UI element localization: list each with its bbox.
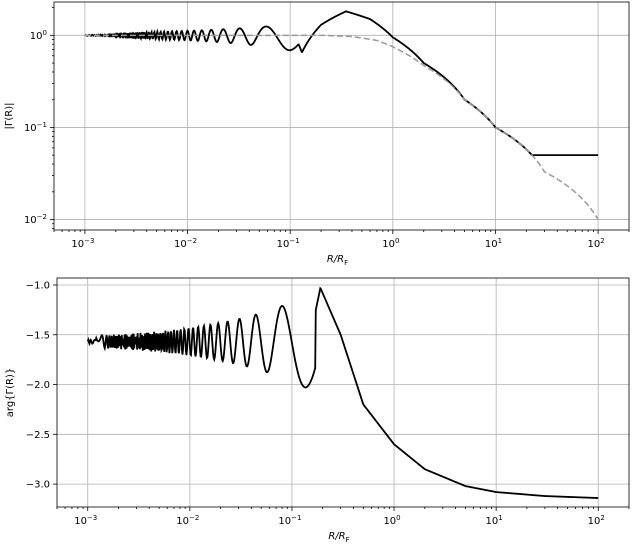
- phase-panel: 10−3 10−2 10−1 100 101 102−1.0−1.5−2.0−2.5−3.…: [5, 277, 630, 544]
- y-tick-label: −3.0: [26, 480, 50, 491]
- y-tick-label: −1.5: [26, 330, 50, 341]
- x-tick-label-exp: −3: [84, 237, 94, 245]
- x-tick-label: 100: [382, 237, 399, 250]
- axes-frame: [56, 277, 630, 508]
- x-tick-label-exp: −2: [189, 514, 199, 522]
- x-tick-label-exp: 0: [395, 237, 399, 245]
- x-axis-label-sub: F: [344, 259, 348, 267]
- x-axis-label-main: R/R: [327, 254, 344, 265]
- x-tick-label-exp: −1: [291, 514, 301, 522]
- x-tick-label-base: 10: [383, 516, 396, 527]
- y-axis-label: arg{Γ(R)}: [5, 368, 16, 417]
- x-tick-label-exp: 1: [498, 237, 502, 245]
- x-tick-label: 101: [485, 237, 502, 250]
- x-tick-label-exp: 0: [396, 514, 400, 522]
- x-tick-label-exp: 2: [600, 514, 604, 522]
- y-tick-label-base: 10: [30, 31, 43, 42]
- x-tick-label-exp: −1: [289, 237, 299, 245]
- x-tick-label: 10−3: [74, 514, 97, 527]
- x-tick-label: 102: [588, 514, 605, 527]
- y-tick-label-base: 10: [24, 215, 37, 226]
- y-tick-label: −1.0: [26, 280, 50, 291]
- y-tick-label: 10−2: [24, 213, 47, 226]
- x-axis-label: R/RF: [327, 254, 348, 267]
- x-tick-label-base: 10: [71, 239, 84, 250]
- y-tick-label-exp: −1: [37, 121, 47, 129]
- x-axis-label-sub: F: [346, 536, 350, 544]
- y-tick-label: 10−1: [24, 121, 47, 134]
- magnitude-panel: 10−3 10−2 10−1 100 101 10210010−110−2R/RF|Γ(R…: [4, 1, 630, 267]
- x-tick-label: 101: [486, 514, 503, 527]
- x-tick-label-exp: −2: [187, 237, 197, 245]
- x-tick-label: 102: [588, 237, 605, 250]
- y-tick-label: 100: [30, 29, 47, 42]
- y-tick-label-exp: −2: [37, 213, 47, 221]
- x-tick-label-base: 10: [588, 239, 601, 250]
- y-tick-label-base: 10: [24, 123, 37, 134]
- x-tick-label-base: 10: [486, 516, 499, 527]
- dashed-series-line: [84, 34, 599, 220]
- x-tick-label: 10−2: [174, 237, 197, 250]
- solid-series-line: [86, 286, 599, 499]
- x-tick-label: 10−1: [278, 514, 301, 527]
- x-tick-label: 100: [383, 514, 400, 527]
- x-tick-label-base: 10: [176, 516, 189, 527]
- x-tick-label-exp: −3: [87, 514, 97, 522]
- x-axis-label-main: R/R: [328, 531, 345, 542]
- x-tick-label-base: 10: [382, 239, 395, 250]
- y-tick-label: −2.0: [26, 380, 50, 391]
- x-tick-label-exp: 2: [600, 237, 604, 245]
- axes-frame: [53, 1, 630, 231]
- y-tick-label: −2.5: [26, 430, 50, 441]
- x-tick-label-base: 10: [277, 239, 290, 250]
- x-tick-label: 10−3: [71, 237, 94, 250]
- x-tick-label: 10−1: [277, 237, 300, 250]
- solid-series-line: [84, 10, 599, 157]
- y-axis-label: |Γ(R)|: [4, 102, 15, 129]
- x-tick-label-exp: 1: [498, 514, 502, 522]
- x-tick-label: 10−2: [176, 514, 199, 527]
- x-axis-label: R/RF: [328, 531, 349, 544]
- y-tick-label-exp: 0: [43, 29, 47, 37]
- x-tick-label-base: 10: [278, 516, 291, 527]
- x-tick-label-base: 10: [74, 516, 87, 527]
- x-tick-label-base: 10: [588, 516, 601, 527]
- x-tick-label-base: 10: [174, 239, 187, 250]
- x-tick-label-base: 10: [485, 239, 498, 250]
